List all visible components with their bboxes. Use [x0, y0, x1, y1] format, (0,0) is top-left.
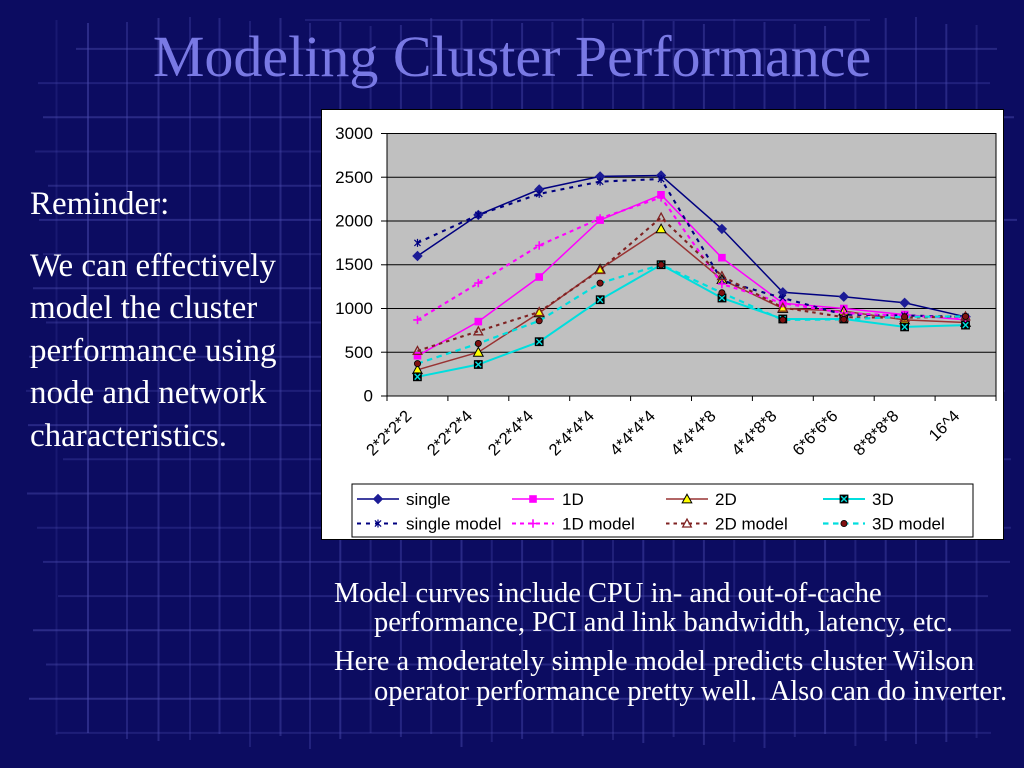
- svg-text:single: single: [406, 490, 450, 509]
- svg-text:3D: 3D: [872, 490, 894, 509]
- svg-text:1000: 1000: [335, 299, 373, 318]
- svg-text:1500: 1500: [335, 255, 373, 274]
- svg-text:2500: 2500: [335, 168, 373, 187]
- svg-text:3D model: 3D model: [872, 515, 945, 534]
- svg-text:3000: 3000: [335, 124, 373, 143]
- svg-text:single model: single model: [406, 515, 501, 534]
- svg-text:2D model: 2D model: [715, 515, 788, 534]
- svg-text:2D: 2D: [715, 490, 737, 509]
- svg-text:1D model: 1D model: [562, 515, 635, 534]
- svg-text:0: 0: [364, 387, 373, 406]
- svg-text:1D: 1D: [562, 490, 584, 509]
- svg-text:2000: 2000: [335, 212, 373, 231]
- svg-text:500: 500: [345, 343, 373, 362]
